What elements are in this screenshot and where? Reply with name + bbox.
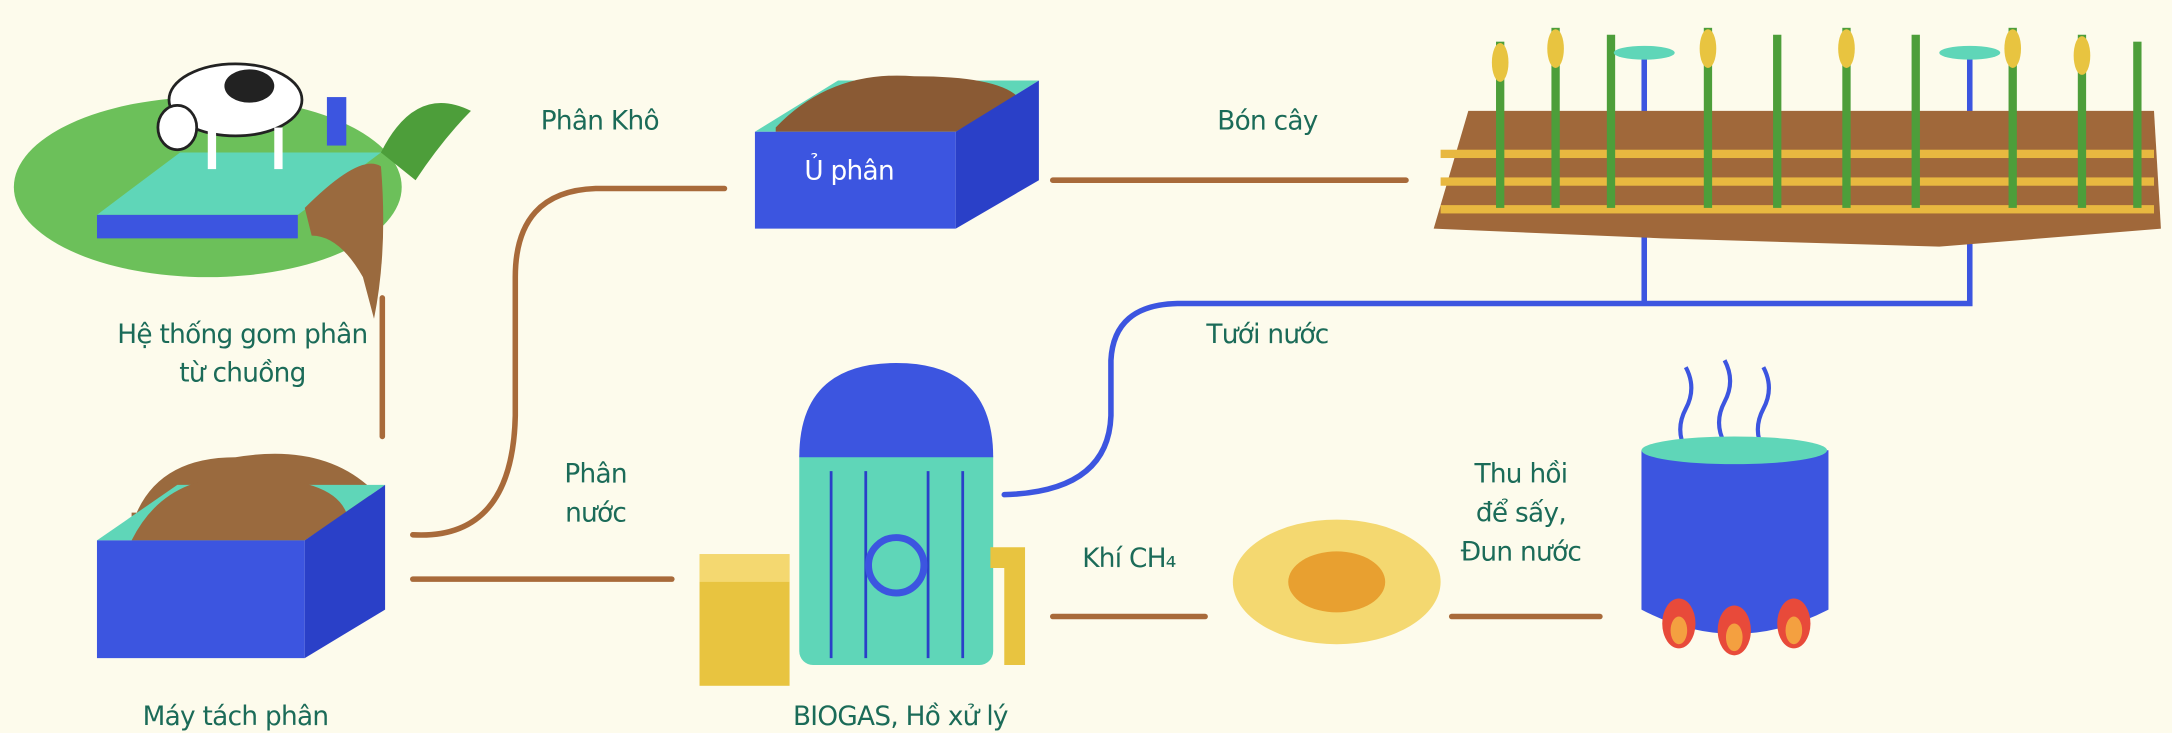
node-label: Máy tách phân	[143, 702, 329, 732]
pellet-illustration	[1233, 520, 1441, 645]
edge-label: để sấy,	[1476, 499, 1566, 529]
node-label: từ chuồng	[179, 359, 305, 389]
pot-illustration	[1641, 360, 1828, 655]
edge-label: nước	[565, 499, 626, 529]
biogas-illustration	[700, 363, 1026, 686]
diagram: Hệ thống gom phân từ chuồng Máy tách phâ…	[0, 0, 2172, 733]
field-illustration	[1434, 28, 2161, 247]
edge-label: Phân	[564, 460, 627, 490]
edge-label: Đun nước	[1461, 537, 1581, 567]
edge-label: Phân Khô	[541, 107, 659, 137]
edge-label: Khí CH₄	[1082, 544, 1176, 574]
node-label: Hệ thống gom phân	[117, 320, 367, 350]
compost-illustration	[755, 76, 1039, 229]
node-label: BIOGAS, Hồ xử lý	[793, 702, 1008, 732]
separator-illustration	[97, 454, 385, 658]
edge-label: Thu hồi	[1473, 460, 1567, 490]
collection-illustration	[14, 64, 471, 319]
node-label: Ủ phân	[804, 152, 894, 186]
edge-label: Bón cây	[1217, 107, 1318, 137]
edge-label: Tưới nước	[1205, 320, 1328, 350]
